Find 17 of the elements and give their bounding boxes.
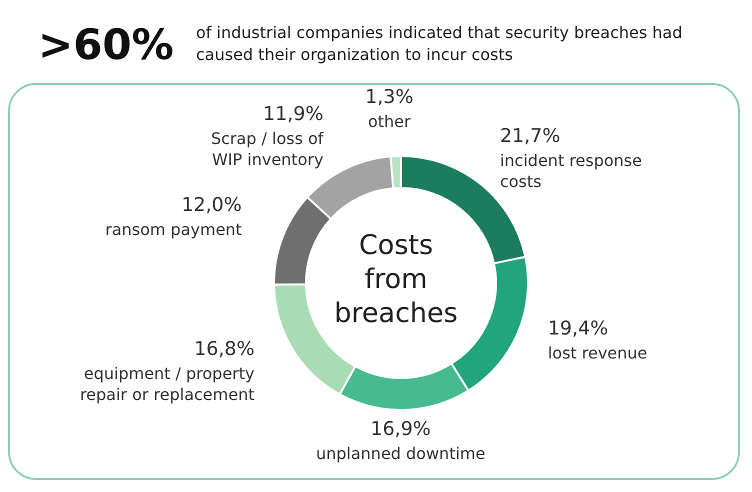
data-label: 11,9% xyxy=(263,102,324,125)
slice-label: other xyxy=(368,112,411,132)
chart-title: >60% xyxy=(38,20,174,69)
chart-subtitle: of industrial companies indicated that security breaches had caused their organization to incur costs xyxy=(196,22,684,66)
data-label: 1,3% xyxy=(365,86,414,108)
slice-label: equipment / property repair or replacement xyxy=(80,364,255,404)
data-label: 16,9% xyxy=(370,418,431,440)
text: Costs from breaches xyxy=(334,230,458,329)
slice-label: ransom payment xyxy=(105,220,242,240)
slice-label: unplanned downtime xyxy=(316,444,486,463)
slice-label: Scrap / loss of WIP inventory xyxy=(210,128,324,169)
slice-label: lost revenue xyxy=(548,344,648,363)
data-label: 19,4% xyxy=(548,318,608,340)
data-label: 12,0% xyxy=(181,194,242,216)
data-label: 16,8% xyxy=(194,338,255,360)
data-label: 21,7% xyxy=(500,124,560,147)
slice-label: incident response costs xyxy=(500,150,642,191)
